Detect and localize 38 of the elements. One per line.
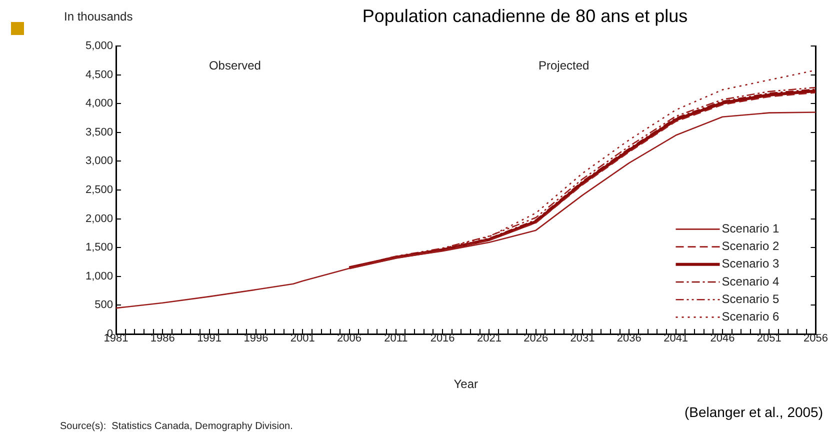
x-tick-label: 2026 <box>524 332 548 345</box>
y-tick-label: 4,500 <box>85 68 113 81</box>
x-tick-label: 2056 <box>804 332 828 345</box>
x-tick-label: 2001 <box>290 332 315 345</box>
x-tick-label: 2041 <box>664 332 688 345</box>
annotation: Observed <box>208 58 261 72</box>
y-tick-label: 2,000 <box>85 212 113 225</box>
y-tick-label: 3,000 <box>85 155 113 168</box>
x-axis-title: Year <box>454 377 478 392</box>
x-tick-label: 2016 <box>430 332 455 345</box>
y-tick-label: 1,000 <box>85 270 113 282</box>
legend-label: Scenario 1 <box>722 222 780 236</box>
y-tick-label: 2,500 <box>85 184 113 196</box>
annotation: Projected <box>538 58 590 72</box>
text: (Belanger et al., 2005) <box>684 404 823 420</box>
source-note: Source(s): Statistics Canada, Demography Division. <box>60 420 293 432</box>
x-tick-label: 2031 <box>570 332 595 345</box>
x-tick-label: 2046 <box>710 332 735 345</box>
x-tick-label: 1991 <box>197 332 222 345</box>
y-tick-label: 4,000 <box>85 98 113 110</box>
chart-title: Population canadienne de 80 ans et plus <box>362 6 688 26</box>
y-tick-label: 3,500 <box>85 126 113 138</box>
x-tick-label: 1996 <box>244 332 268 345</box>
legend-label: Scenario 2 <box>722 239 780 254</box>
x-tick-label: 2021 <box>476 332 502 345</box>
x-tick-label: 2006 <box>337 332 362 345</box>
y-axis-title: In thousands <box>64 9 133 24</box>
legend-label: Scenario 4 <box>722 274 780 288</box>
x-tick-label: 1986 <box>150 332 175 345</box>
legend-label: Scenario 5 <box>722 292 780 306</box>
legend-label: Scenario 6 <box>722 310 780 324</box>
x-tick-label: 2011 <box>384 332 408 345</box>
legend-label: Scenario 3 <box>722 256 780 271</box>
y-tick-label: 500 <box>94 299 113 312</box>
x-tick-label: 2051 <box>756 332 782 345</box>
y-tick-label: 1,500 <box>85 242 113 254</box>
y-tick-label: 5,000 <box>85 40 113 52</box>
x-tick-label: 2036 <box>616 332 642 345</box>
